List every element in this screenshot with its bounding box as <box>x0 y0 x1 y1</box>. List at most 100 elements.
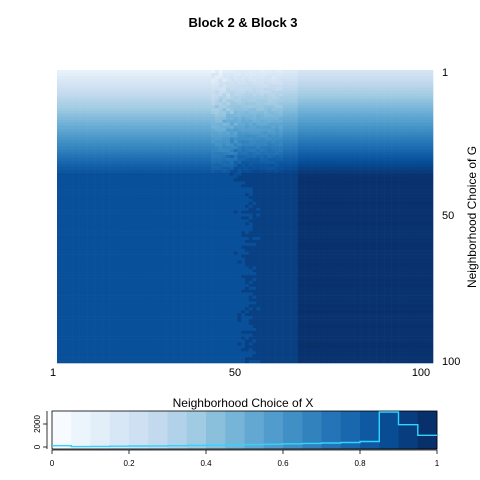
heatmap-cell <box>207 198 212 203</box>
heatmap-cell <box>278 154 283 159</box>
heatmap-cell <box>169 84 174 88</box>
heatmap-cell <box>154 111 159 115</box>
heatmap-cell <box>226 78 231 83</box>
heatmap-cell <box>196 111 201 115</box>
heatmap-cell <box>297 195 302 200</box>
heatmap-cell <box>233 99 238 103</box>
heatmap-cell <box>109 184 114 188</box>
heatmap-cell <box>68 93 73 97</box>
heatmap-cell <box>286 163 291 167</box>
heatmap-cell <box>143 152 148 156</box>
heatmap-cell <box>395 143 400 147</box>
heatmap-cell <box>98 96 103 100</box>
heatmap-cell <box>305 149 310 153</box>
heatmap-cell <box>162 198 167 203</box>
heatmap-cell <box>384 146 389 150</box>
heatmap-cell <box>181 125 186 129</box>
heatmap-cell <box>196 193 201 197</box>
heatmap-cell <box>139 90 144 94</box>
heatmap-cell <box>410 181 415 185</box>
heatmap-cell <box>166 149 171 153</box>
heatmap-cell <box>75 190 80 194</box>
heatmap-cell <box>297 87 302 91</box>
heatmap-cell <box>226 87 231 91</box>
heatmap-cell <box>87 160 92 165</box>
heatmap-cell <box>139 190 144 194</box>
heatmap-cell <box>233 81 238 85</box>
heatmap-cell <box>320 175 325 179</box>
heatmap-cell <box>83 131 88 135</box>
heatmap-cell <box>365 134 370 138</box>
heatmap-cell <box>308 122 313 126</box>
heatmap-cell <box>214 102 219 106</box>
heatmap-cell <box>384 166 389 170</box>
heatmap-cell <box>177 163 182 167</box>
heatmap-cell <box>222 160 227 165</box>
heatmap-cell <box>369 105 374 109</box>
heatmap-cell <box>361 184 366 188</box>
heatmap-cell <box>406 154 411 159</box>
heatmap-cell <box>425 137 430 141</box>
heatmap-cell <box>282 84 287 88</box>
heatmap-cell <box>406 137 411 141</box>
heatmap-cell <box>331 102 336 106</box>
heatmap-cell <box>229 134 235 138</box>
heatmap-cell <box>339 78 344 83</box>
heatmap-cell <box>199 172 204 176</box>
heatmap-cell <box>369 184 374 188</box>
heatmap-cell <box>72 90 77 94</box>
heatmap-cell <box>117 187 122 191</box>
heatmap-cell <box>102 87 107 91</box>
heatmap-cell <box>365 149 370 153</box>
heatmap-cell <box>154 146 159 150</box>
heatmap-cell <box>151 90 156 94</box>
heatmap-cell <box>196 137 201 141</box>
heatmap-cell <box>173 187 178 191</box>
heatmap-cell <box>143 102 148 106</box>
heatmap-cell <box>256 122 261 126</box>
heatmap-cell <box>124 204 129 209</box>
heatmap-cell <box>233 201 238 206</box>
heatmap-cell <box>301 210 306 214</box>
heatmap-cell <box>196 213 201 217</box>
heatmap-cell <box>305 195 310 200</box>
heatmap-cell <box>275 102 280 106</box>
heatmap-cell <box>290 122 295 126</box>
heatmap-cell <box>372 128 377 132</box>
heatmap-cell <box>203 75 208 80</box>
heatmap-cell <box>417 93 423 97</box>
heatmap-cell <box>57 146 62 150</box>
heatmap-cell <box>387 140 392 144</box>
heatmap-cell <box>233 122 238 126</box>
heatmap-cell <box>256 137 261 141</box>
heatmap-cell <box>425 70 430 74</box>
heatmap-cell <box>410 113 415 118</box>
heatmap-cell <box>312 99 317 103</box>
heatmap-cell <box>346 210 351 214</box>
heatmap-cell <box>271 210 276 214</box>
heatmap-cell <box>286 201 291 206</box>
heatmap-cell <box>113 210 118 214</box>
heatmap-cell <box>369 111 374 115</box>
heatmap-cell <box>233 157 238 162</box>
heatmap-cell <box>406 178 411 182</box>
heatmap-cell <box>79 96 84 100</box>
heatmap-cell <box>75 166 80 170</box>
heatmap-cell <box>143 134 148 138</box>
heatmap-cell <box>323 75 329 80</box>
heatmap-cell <box>278 184 283 188</box>
heatmap-cell <box>143 160 148 165</box>
heatmap-cell <box>275 157 280 162</box>
heatmap-cell <box>60 87 65 91</box>
heatmap-cell <box>226 163 231 167</box>
heatmap-cell <box>357 207 362 211</box>
heatmap-cell <box>132 181 137 185</box>
heatmap-cell <box>192 99 197 103</box>
heatmap-cell <box>151 198 156 203</box>
heatmap-cell <box>87 190 92 194</box>
heatmap-cell <box>369 81 374 85</box>
heatmap-cell <box>128 207 133 211</box>
heatmap-cell <box>177 195 182 200</box>
heatmap-cell <box>203 87 208 91</box>
heatmap-cell <box>207 70 212 74</box>
